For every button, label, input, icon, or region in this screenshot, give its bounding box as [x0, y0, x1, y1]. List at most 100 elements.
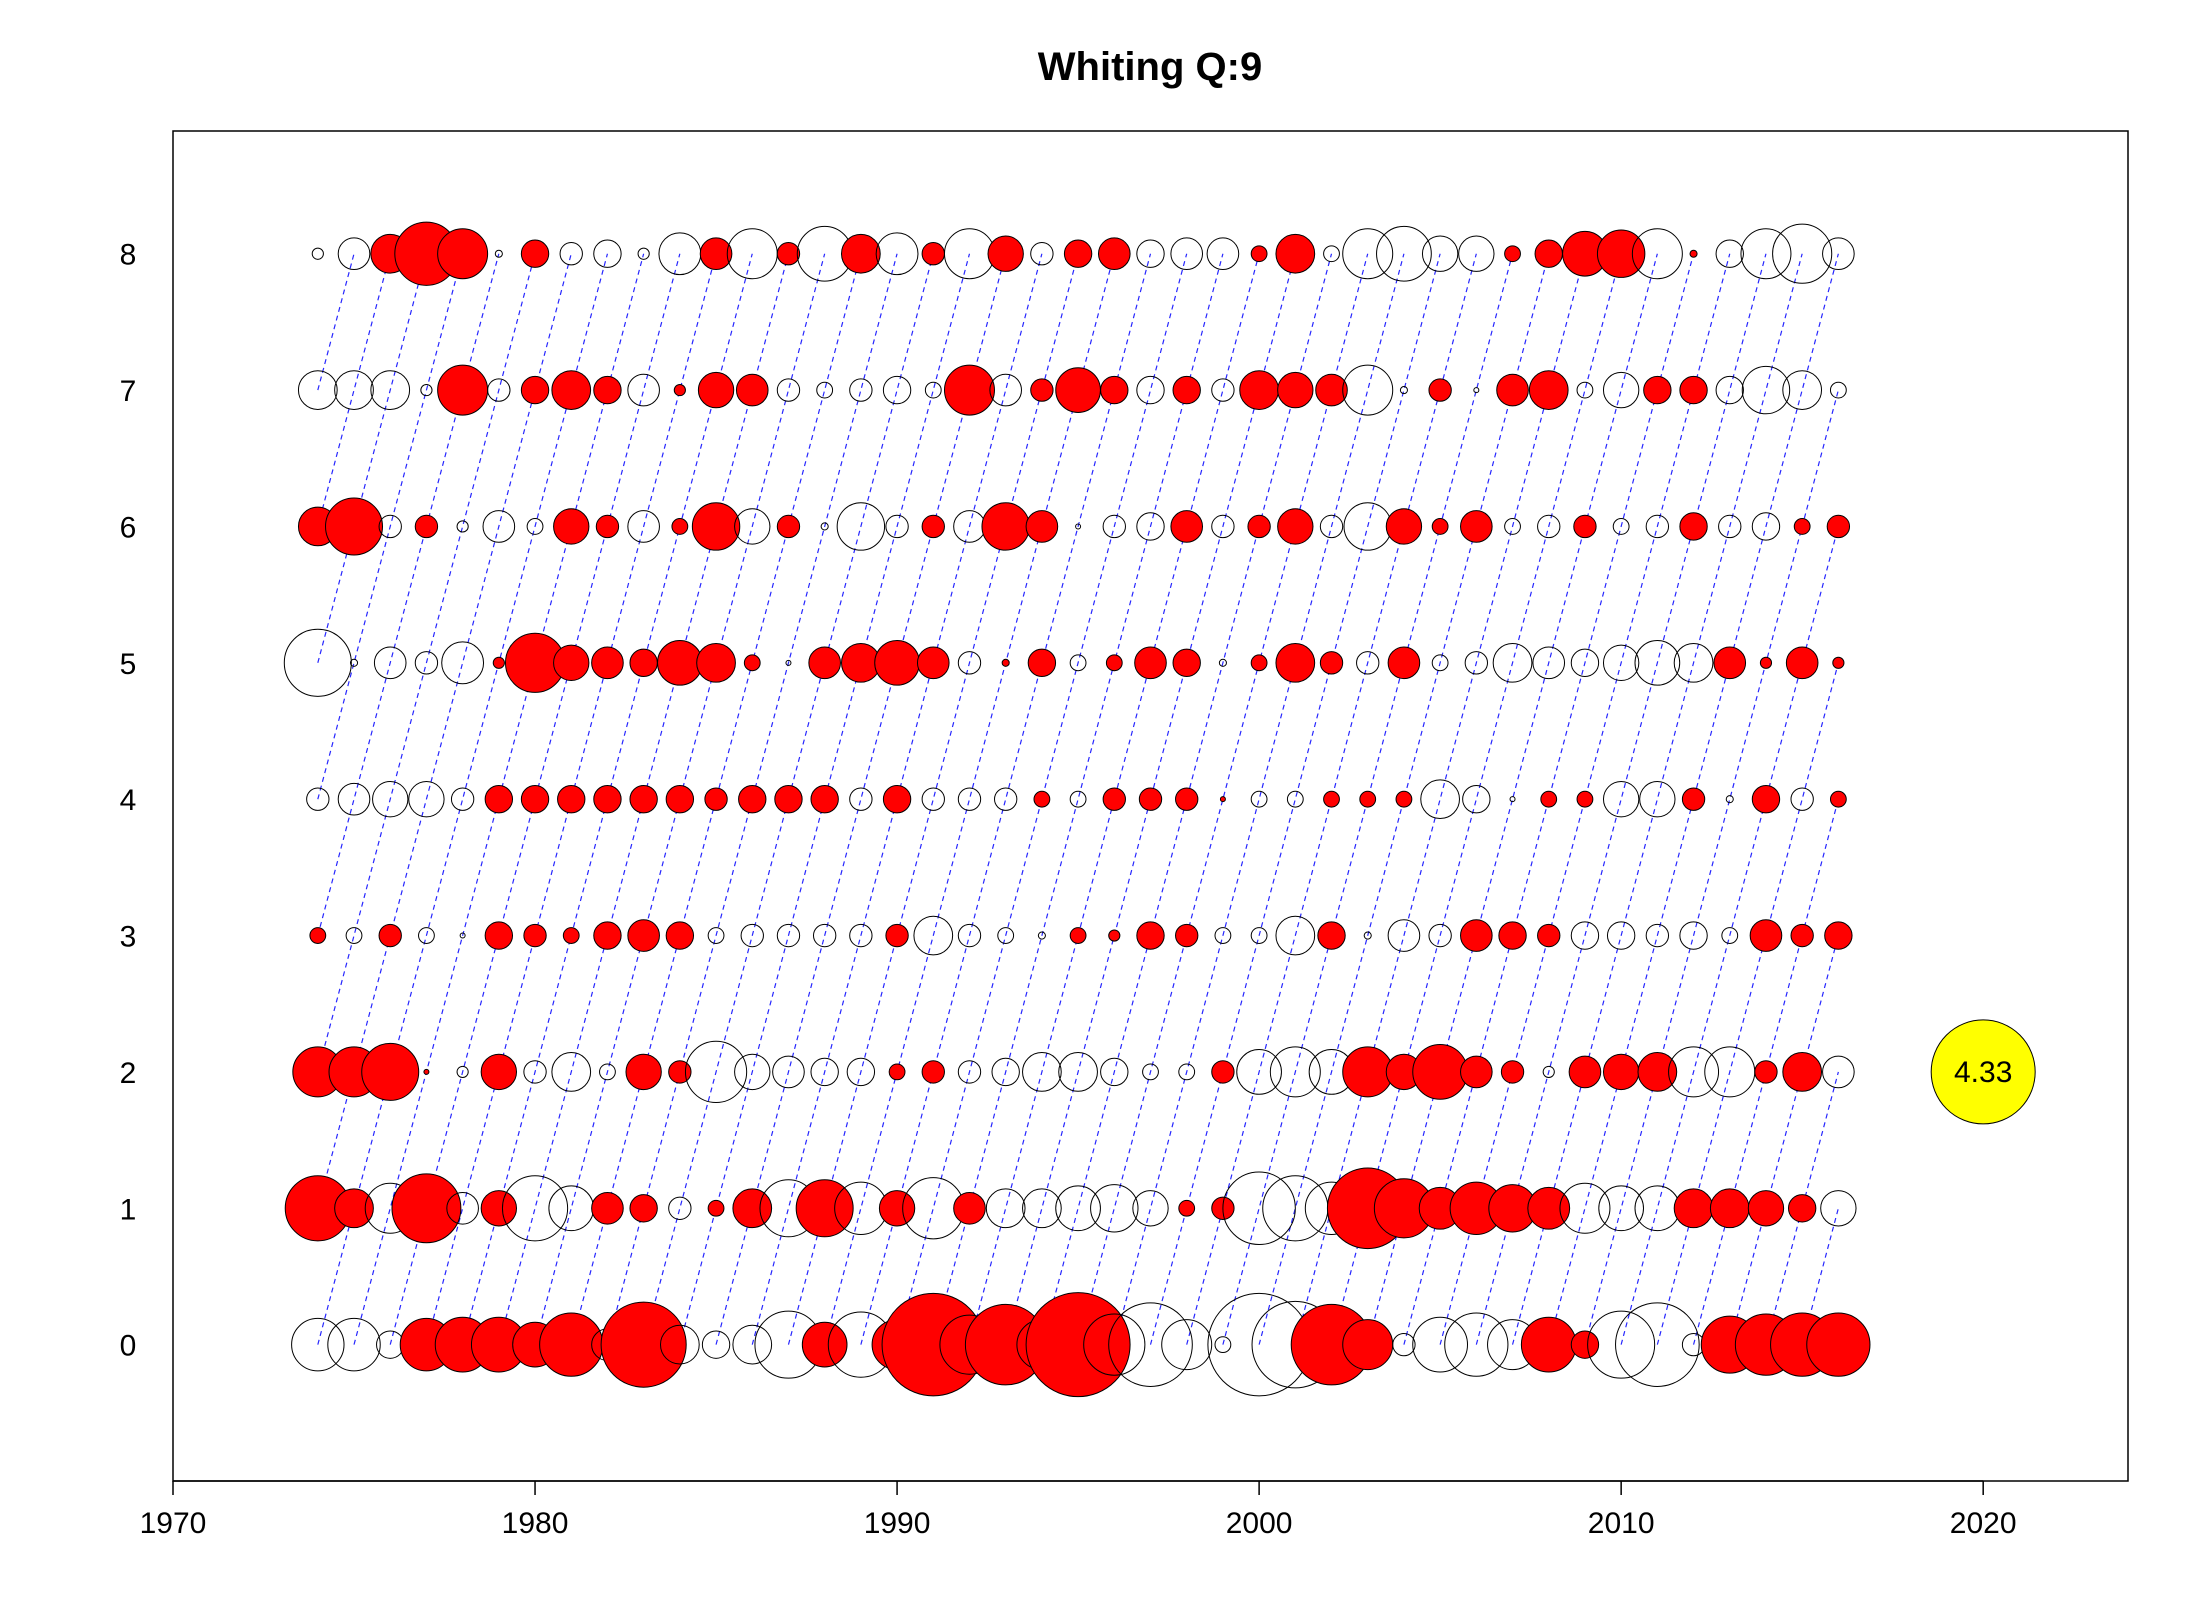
bubble-age0-2005 — [1412, 1316, 1469, 1373]
bubble-age2-2003 — [1342, 1046, 1394, 1098]
cohort-lines — [317, 253, 1839, 1345]
cohort-line-1990 — [896, 253, 1188, 1345]
x-tick-label-1990: 1990 — [864, 1507, 931, 1540]
bubble-age4-1987 — [774, 784, 803, 814]
bubble-age5-1985 — [696, 642, 736, 683]
bubble-age0-2003 — [1342, 1319, 1394, 1371]
bubble-age1-2000 — [1222, 1171, 1296, 1245]
bubble-age3-1987 — [776, 923, 801, 948]
bubble-age4-2010 — [1602, 781, 1640, 818]
bubble-age4-2013 — [1725, 795, 1734, 804]
cohort-line-1983 — [643, 253, 934, 1345]
bubble-age2-1976 — [361, 1042, 420, 1101]
bubble-age3-1983 — [627, 919, 660, 952]
cohort-line-1998 — [1186, 253, 1477, 1345]
bubble-age8-1980 — [520, 239, 550, 268]
bubble-age4-1984 — [665, 784, 695, 814]
cohort-line-1985 — [715, 253, 1007, 1345]
bubble-age5-1982 — [591, 646, 624, 680]
bubble-age6-1998 — [1170, 510, 1204, 543]
bubble-age0-1975 — [327, 1317, 381, 1372]
cohort-line-1979 — [498, 253, 790, 1345]
bubble-age6-1978 — [456, 520, 469, 533]
bubble-age8-1981 — [559, 242, 583, 266]
cohort-line-1972 — [317, 253, 536, 1073]
bubble-age4-2009 — [1576, 790, 1594, 808]
bubble-age2-1981 — [551, 1052, 592, 1092]
bubble-age4-1978 — [450, 787, 475, 811]
bubble-age8-2015 — [1772, 223, 1833, 284]
bubble-age4-1980 — [520, 784, 550, 814]
bubble-age1-1975 — [334, 1188, 374, 1229]
bubble-age2-1993 — [991, 1057, 1020, 1087]
bubble-age3-1998 — [1175, 923, 1199, 948]
x-axis: 1970 1980 1990 2000 2010 2020 — [140, 1480, 2017, 1540]
bubble-age2-1994 — [1022, 1052, 1062, 1092]
bubble-age5-2004 — [1387, 646, 1421, 680]
bubble-age6-1975 — [325, 497, 384, 556]
bubble-age3-1974 — [309, 927, 327, 944]
bubble-age6-2000 — [1247, 514, 1271, 539]
bubble-age6-1977 — [414, 514, 439, 539]
bubble-age6-1983 — [627, 510, 660, 543]
bubble-age3-1997 — [1136, 921, 1165, 950]
bubble-age3-1976 — [378, 923, 402, 948]
bubble-age7-1997 — [1136, 375, 1165, 405]
y-tick-label-7: 7 — [120, 375, 137, 408]
bubble-age4-1998 — [1175, 787, 1199, 811]
bubble-age5-1981 — [553, 644, 590, 681]
bubble-age3-1978 — [459, 932, 466, 939]
bubble-age5-2001 — [1275, 642, 1316, 683]
bubble-age7-1993 — [989, 373, 1022, 407]
bubble-age3-2012 — [1679, 921, 1708, 950]
bubble-age5-2012 — [1673, 642, 1714, 683]
cohort-line-1991 — [932, 253, 1224, 1345]
bubble-age0-1995 — [1025, 1292, 1131, 1398]
bubble-age2-1984 — [668, 1060, 692, 1084]
bubble-age0-2010 — [1587, 1310, 1656, 1379]
bubble-age6-2004 — [1385, 508, 1423, 545]
bubble-age6-2001 — [1277, 508, 1314, 545]
bubble-age3-1980 — [523, 923, 547, 948]
bubble-age4-2000 — [1250, 790, 1268, 808]
bubble-age4-1988 — [810, 784, 839, 814]
cohort-line-1982 — [606, 253, 898, 1345]
bubble-age2-2001 — [1269, 1046, 1321, 1098]
x-tick-label-2020: 2020 — [1950, 1507, 2017, 1540]
bubble-age7-1984 — [673, 384, 686, 397]
bubble-age5-2016 — [1832, 656, 1845, 669]
bubble-age6-1980 — [526, 518, 544, 535]
bubble-age7-1994 — [1030, 378, 1054, 402]
bubble-age4-1994 — [1033, 790, 1051, 808]
bubble-age7-2012 — [1679, 375, 1708, 405]
bubble-age5-1993 — [1001, 658, 1010, 667]
bubble-age1-1982 — [591, 1191, 624, 1225]
bubble-age5-2014 — [1759, 656, 1773, 669]
bubble-age6-1996 — [1102, 514, 1126, 539]
bubble-age7-1992 — [943, 364, 995, 416]
bubble-age2-2012 — [1668, 1046, 1720, 1098]
bubble-age4-2011 — [1639, 781, 1676, 818]
bubble-age4-2014 — [1751, 784, 1781, 814]
bubble-age1-1998 — [1178, 1199, 1196, 1217]
bubble-age0-2009 — [1570, 1330, 1600, 1359]
bubble-age3-2009 — [1570, 921, 1600, 950]
cohort-line-1996 — [1113, 253, 1405, 1345]
cohort-line-2013 — [1729, 935, 1839, 1345]
bubble-age1-1984 — [668, 1196, 692, 1220]
bubble-age7-2014 — [1741, 365, 1791, 415]
bubble-age7-2015 — [1782, 370, 1823, 410]
bubble-age0-2004 — [1392, 1332, 1416, 1357]
bubble-age5-1977 — [414, 651, 439, 675]
bubble-age5-2000 — [1250, 654, 1268, 672]
bubble-age1-2009 — [1559, 1182, 1611, 1234]
bubble-age1-2013 — [1709, 1188, 1750, 1229]
bubble-age8-1989 — [841, 233, 881, 274]
bubble-age3-2003 — [1363, 931, 1372, 940]
y-tick-label-6: 6 — [120, 511, 137, 544]
bubble-age7-1990 — [882, 375, 912, 405]
cohort-line-2014 — [1765, 1071, 1839, 1345]
bubble-age3-1991 — [913, 915, 954, 956]
cohort-line-1984 — [679, 253, 971, 1345]
bubble-age0-2006 — [1444, 1312, 1509, 1377]
